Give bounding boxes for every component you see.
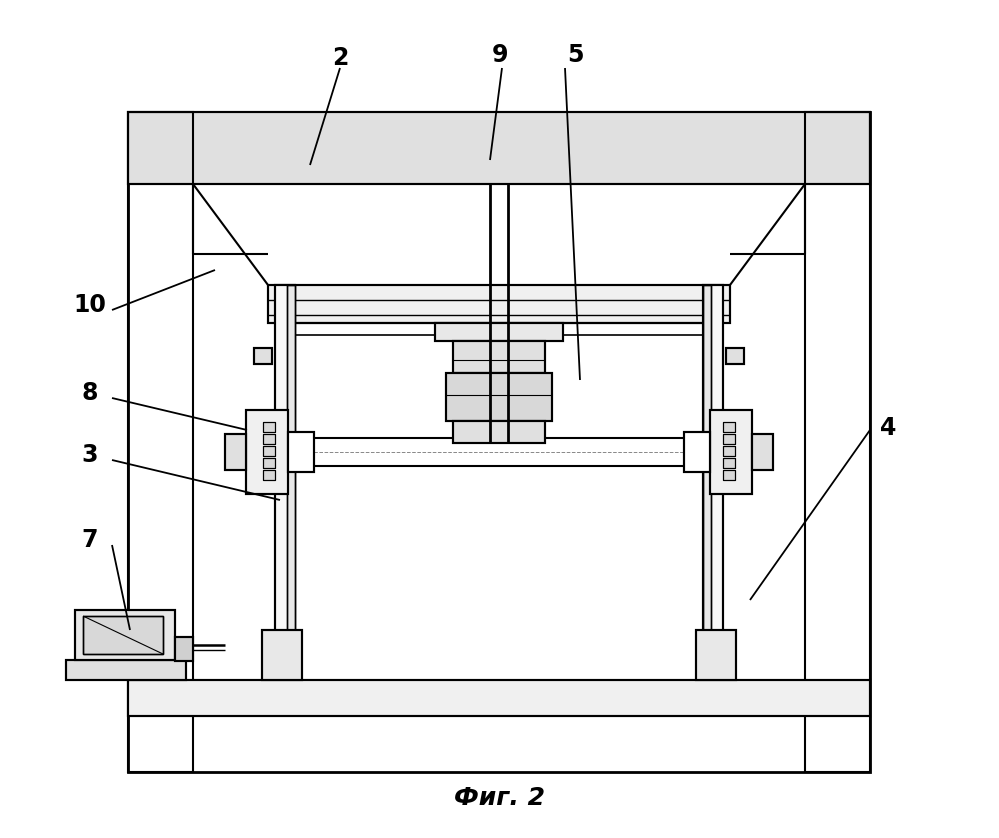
Text: 9: 9 [492,43,508,67]
Bar [83,616,163,654]
Bar [263,434,275,444]
Bar [446,373,552,421]
Bar [703,285,711,680]
Bar [710,410,752,494]
Bar [128,112,193,772]
Text: 5: 5 [566,43,583,67]
Bar [723,446,735,456]
Bar [246,410,288,494]
Bar [752,434,773,470]
Bar [805,112,870,772]
Bar [263,458,275,468]
Bar [446,373,552,421]
Bar [696,630,736,680]
Bar [66,660,186,680]
Bar [710,410,752,494]
Bar [128,112,870,184]
Bar [263,446,275,456]
Bar [263,434,275,444]
Bar [726,348,744,364]
Bar [723,458,735,468]
Bar [225,434,246,470]
Bar [723,458,735,468]
Bar [225,434,246,470]
Text: Фиг. 2: Фиг. 2 [454,786,545,810]
Bar [262,630,302,680]
Bar [288,432,314,472]
Bar [263,470,275,480]
Bar [703,285,723,680]
Text: 2: 2 [332,46,349,70]
Bar [263,446,275,456]
Bar [696,630,736,680]
Bar [723,470,735,480]
Bar [268,285,730,323]
Text: 8: 8 [82,381,98,405]
Bar [128,680,870,716]
Bar [75,610,175,660]
Bar [128,680,870,716]
Text: 3: 3 [82,443,98,467]
Bar [726,348,744,364]
Bar [66,660,186,680]
Bar [453,421,545,443]
Bar [723,434,735,444]
Bar [175,637,193,661]
Bar [128,112,870,772]
Bar [83,616,163,654]
Bar [684,432,710,472]
Bar [723,422,735,432]
Text: 7: 7 [82,528,98,552]
Bar [268,285,730,323]
Bar [723,470,735,480]
Bar [263,470,275,480]
Bar [752,434,773,470]
Bar [262,630,302,680]
Bar [435,323,563,341]
Bar [288,432,314,472]
Bar [246,410,288,494]
Bar [275,285,295,680]
Bar [128,112,870,184]
Bar [263,458,275,468]
Bar [684,432,710,472]
Bar [703,285,723,680]
Bar [175,637,193,661]
Bar [254,348,272,364]
Bar [453,421,545,443]
Text: 4: 4 [880,416,896,440]
Bar [723,446,735,456]
Bar [263,422,275,432]
Bar [435,323,563,341]
Bar [287,285,295,680]
Bar [723,422,735,432]
Bar [287,285,295,680]
Bar [453,341,545,373]
Bar [275,285,295,680]
Bar [254,348,272,364]
Bar [263,422,275,432]
Bar [453,341,545,373]
Text: 10: 10 [74,293,107,317]
Bar [723,434,735,444]
Bar [703,285,711,680]
Bar [75,610,175,660]
